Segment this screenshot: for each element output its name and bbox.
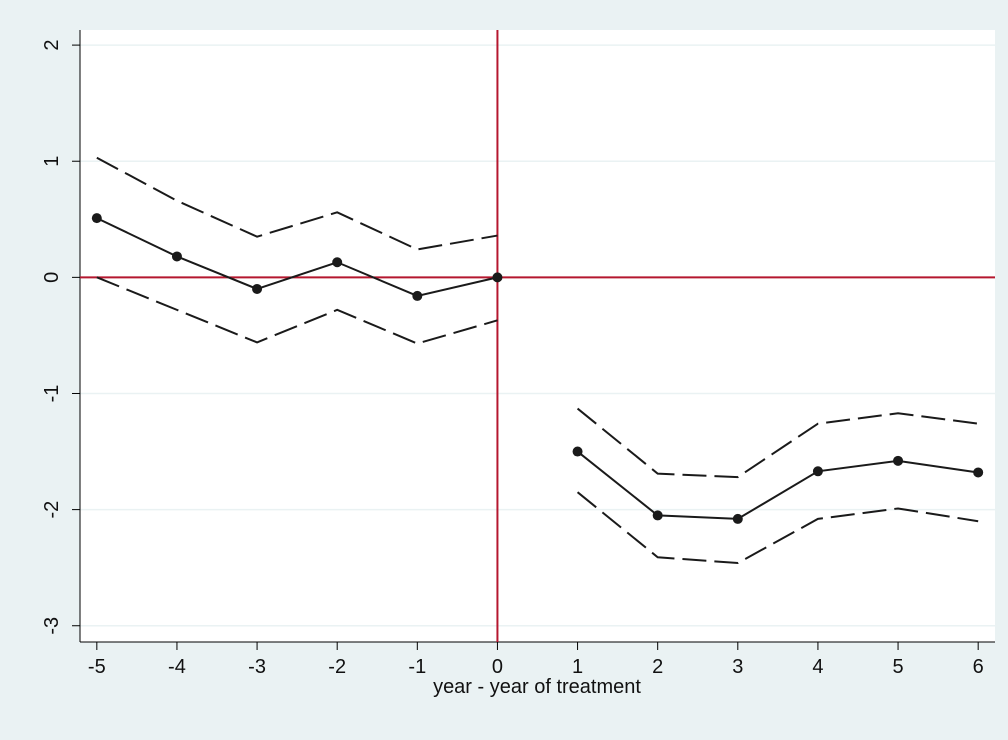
x-tick-label: -1 <box>408 656 426 678</box>
x-tick-label: 0 <box>492 656 503 678</box>
marker <box>572 446 583 457</box>
marker <box>492 272 503 283</box>
plot-area <box>80 30 995 642</box>
marker <box>893 455 904 466</box>
marker <box>171 251 182 262</box>
series-line <box>96 156 979 479</box>
y-tick-label: -2 <box>41 501 63 519</box>
y-tick-label: -1 <box>41 385 63 403</box>
marker <box>332 257 343 268</box>
x-tick-label: -2 <box>328 656 346 678</box>
marker <box>652 510 663 521</box>
marker <box>812 466 823 477</box>
y-tick-label: 1 <box>41 156 63 167</box>
y-tick-label: 2 <box>41 40 63 51</box>
x-tick-label: -3 <box>248 656 266 678</box>
x-tick-label: 6 <box>973 656 984 678</box>
x-tick-label: -4 <box>168 656 186 678</box>
marker <box>973 467 984 478</box>
x-tick-label: 1 <box>572 656 583 678</box>
marker <box>732 513 743 524</box>
y-tick-label: -3 <box>41 617 63 635</box>
series-line <box>96 276 979 565</box>
marker <box>412 290 423 301</box>
marker <box>91 213 102 224</box>
x-tick-label: 3 <box>732 656 743 678</box>
series-line <box>96 217 979 520</box>
x-tick-label: -5 <box>88 656 106 678</box>
x-tick-label: 4 <box>812 656 823 678</box>
marker <box>252 283 263 294</box>
y-tick-label: 0 <box>41 272 63 283</box>
x-tick-label: 5 <box>892 656 903 678</box>
x-tick-label: 2 <box>652 656 663 678</box>
x-axis-title: year - year of treatment <box>433 676 641 698</box>
